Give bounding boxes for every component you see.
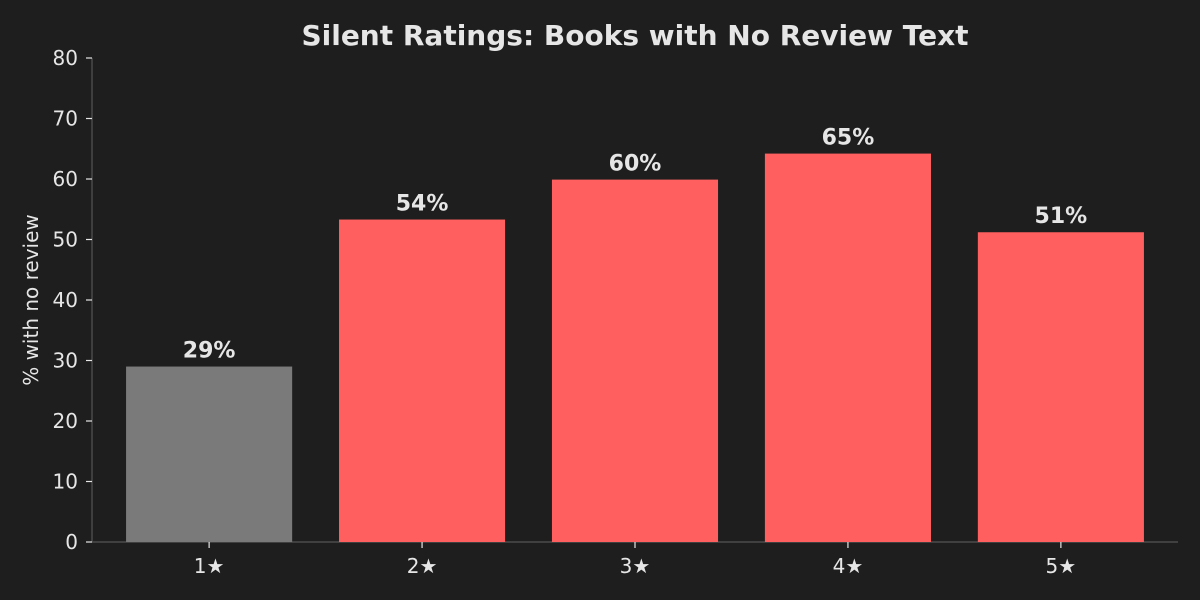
bar-data-label: 54% [396, 192, 449, 217]
x-tick-label: 1★ [194, 554, 225, 578]
y-tick-label: 70 [53, 107, 78, 131]
chart-title: Silent Ratings: Books with No Review Tex… [301, 19, 968, 52]
bar-data-label: 29% [183, 339, 236, 364]
x-tick-label: 3★ [620, 554, 651, 578]
y-tick-label: 50 [53, 228, 78, 252]
y-tick-label: 60 [53, 167, 78, 191]
y-tick-label: 10 [53, 470, 78, 494]
bar [764, 153, 931, 542]
bar-data-label: 51% [1035, 204, 1088, 229]
y-tick-label: 30 [53, 349, 78, 373]
y-tick-label: 20 [53, 409, 78, 433]
y-tick-label: 0 [65, 530, 78, 554]
x-tick-label: 5★ [1046, 554, 1077, 578]
bar-data-label: 60% [609, 152, 662, 177]
bar [977, 232, 1144, 543]
bar [551, 179, 719, 543]
x-tick-label: 2★ [407, 554, 438, 578]
y-axis-label: % with no review [19, 214, 43, 386]
plot-area: 0 10 20 30 40 50 60 70 80 29% 1★ 54% 2★ 60% 3★ 65% 4★ 51%… [53, 46, 1178, 578]
bar [339, 219, 506, 542]
x-tick-label: 4★ [833, 554, 864, 578]
y-tick-label: 80 [53, 46, 78, 70]
bar-data-label: 65% [822, 126, 875, 151]
bar [126, 366, 293, 542]
y-tick-label: 40 [53, 288, 78, 312]
